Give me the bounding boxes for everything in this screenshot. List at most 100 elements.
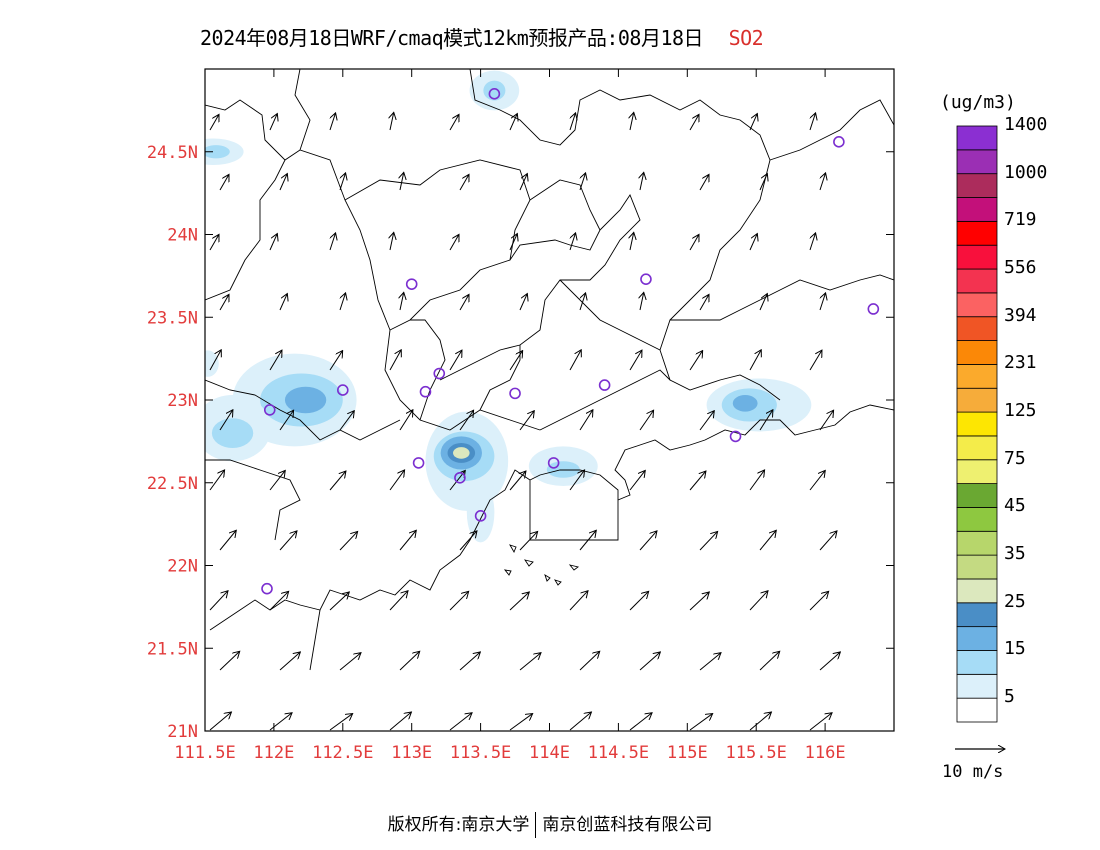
lat-tick-label: 23.5N	[147, 308, 198, 328]
title-text: 2024年08月18日WRF/cmaq模式12km预报产品:08月18日	[200, 26, 704, 50]
wind-arrow	[689, 471, 706, 491]
legend-value-label: 394	[1004, 304, 1037, 326]
concentration-zone	[732, 395, 758, 412]
coastline-path	[309, 609, 321, 671]
wind-arrow	[819, 531, 837, 551]
legend-value-label: 556	[1004, 257, 1037, 279]
wind-arrow	[809, 350, 822, 371]
legend-swatch	[956, 387, 998, 413]
legend-value-label: 1000	[1004, 161, 1048, 183]
legend-swatch	[956, 197, 998, 222]
wind-arrow	[509, 351, 523, 371]
legend-swatch	[956, 530, 998, 556]
station-marker	[598, 379, 611, 391]
wind-arrow	[209, 350, 221, 371]
wind-arrow	[749, 712, 771, 731]
wind-arrow	[509, 234, 517, 251]
wind-arrow	[639, 531, 657, 551]
station-marker	[419, 385, 432, 398]
wind-arrow	[689, 714, 713, 731]
wind-arrow	[399, 530, 416, 551]
wind-arrow	[219, 651, 240, 671]
legend-colorbar	[956, 125, 998, 723]
wind-arrow	[579, 173, 586, 191]
wind-arrow	[809, 233, 816, 251]
lon-tick-label: 116E	[805, 743, 846, 763]
wind-arrow	[449, 234, 459, 251]
footer-divider	[535, 812, 537, 838]
county-boundary	[410, 319, 446, 421]
wind-arrow	[569, 591, 588, 611]
wind-arrow	[219, 294, 229, 311]
legend-value-label: 231	[1004, 352, 1037, 374]
station-marker	[729, 430, 742, 443]
wind-arrow	[519, 653, 541, 671]
wind-arrow	[749, 591, 768, 611]
station-marker	[547, 457, 560, 469]
province-boundary	[205, 99, 541, 431]
wind-arrow	[630, 112, 634, 131]
wind-arrow	[400, 292, 404, 311]
station-marker	[474, 510, 487, 522]
lon-tick-label: 113E	[391, 743, 432, 763]
wind-arrow	[640, 172, 644, 191]
legend-value-label: 35	[1004, 543, 1026, 565]
lat-tick-label: 21N	[167, 722, 198, 742]
county-boundary	[479, 345, 521, 411]
wind-arrow	[759, 294, 767, 311]
county-boundary	[294, 69, 311, 151]
wind-arrow	[519, 294, 527, 311]
station-marker	[405, 278, 418, 290]
wind-arrow	[639, 410, 654, 431]
wind-arrow	[279, 531, 297, 551]
station-marker	[509, 387, 521, 400]
county-boundary	[769, 99, 894, 161]
footer: 版权所有:南京大学 南京创蓝科技有限公司	[0, 810, 1100, 838]
wind-arrow	[339, 173, 346, 191]
station-marker	[263, 404, 276, 416]
legend-value-label: 125	[1004, 400, 1037, 422]
lon-tick-label: 113.5E	[450, 743, 511, 763]
wind-arrow	[759, 410, 773, 431]
legend-swatch	[956, 244, 998, 270]
wind-arrow	[509, 714, 533, 731]
wind-arrow	[809, 591, 829, 611]
station-marker	[640, 273, 652, 285]
wind-arrow	[569, 113, 576, 131]
wind-arrow	[819, 293, 826, 311]
wind-arrow	[749, 470, 765, 491]
wind-arrow	[519, 531, 538, 551]
legend-swatch	[956, 173, 998, 198]
wind-arrow	[269, 114, 277, 131]
legend-swatch	[956, 268, 998, 294]
legend-swatch	[956, 554, 998, 580]
wind-arrow	[749, 350, 761, 371]
station-marker	[867, 303, 880, 315]
wind-arrow	[689, 114, 699, 131]
wind-arrow	[459, 294, 469, 311]
wind-arrow	[389, 470, 405, 491]
wind-arrow	[329, 714, 353, 731]
wind-arrow	[269, 234, 277, 251]
legend-swatch	[956, 626, 998, 651]
concentration-zone	[211, 418, 254, 448]
county-boundary	[529, 469, 619, 541]
wind-arrow	[449, 713, 472, 731]
wind-arrow	[809, 113, 816, 131]
concentration-zone	[466, 482, 495, 543]
wind-arrow	[819, 652, 840, 671]
legend-value-label: 25	[1004, 590, 1026, 612]
concentration-zone	[284, 386, 327, 414]
wind-arrow	[519, 174, 527, 191]
wind-arrow	[209, 114, 219, 131]
wind-arrow	[509, 471, 526, 491]
wind-arrow	[389, 350, 401, 371]
wind-arrow	[640, 292, 644, 311]
wind-arrow	[569, 712, 591, 731]
legend-swatch	[956, 697, 998, 723]
wind-arrow	[279, 410, 294, 431]
legend-swatch	[956, 459, 998, 485]
wind-arrow	[569, 470, 585, 491]
wind-arrow	[339, 653, 361, 671]
wind-arrow	[389, 591, 408, 611]
